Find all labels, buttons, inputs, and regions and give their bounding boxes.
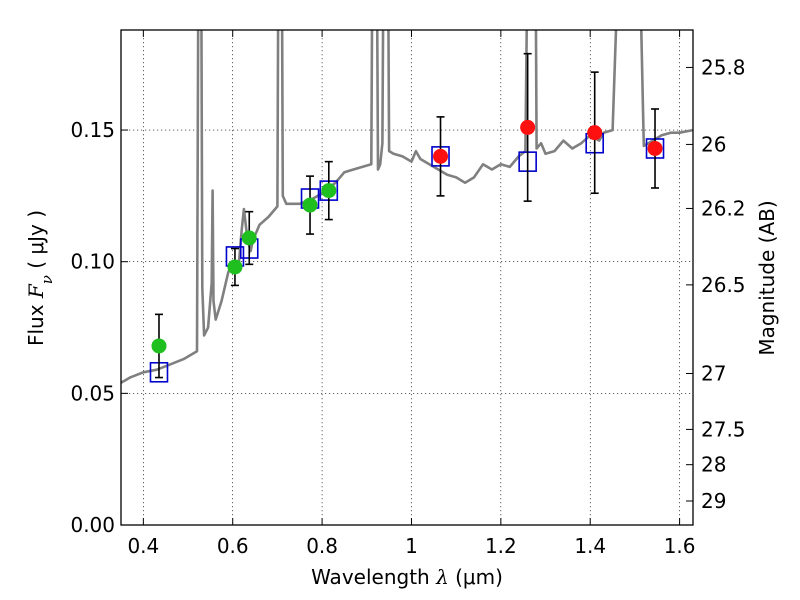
y2-tick-label: 29 [701,489,726,513]
photometry-point [587,125,603,141]
axis-ticks: 0.4 0.6 0.8 1 1.2 1.4 1.6 0.00 0.05 0.10 0.15 25.8 2… [70,30,746,558]
y2-tick-label: 27.5 [701,417,746,441]
photometry-point [520,119,536,135]
y2-tick-label: 28 [701,453,726,477]
y-tick-label: 0.10 [70,250,115,274]
data-area [121,30,693,384]
photometry-point [433,148,449,164]
photometry-point [321,183,337,199]
y-tick-label: 0.05 [70,381,115,405]
y-tick-label: 0.00 [70,513,115,537]
photometry-point [227,259,243,275]
photometry-point [151,338,167,354]
y2-tick-label: 26.5 [701,273,746,297]
y2-tick-label: 25.8 [701,55,746,79]
y-tick-label: 0.15 [70,118,115,142]
plot-background [121,30,693,525]
photometry-point [302,197,318,213]
x-tick-label: 1.2 [485,534,517,558]
x-tick-label: 0.8 [306,534,338,558]
y2-tick-label: 26 [701,132,726,156]
photometry-point [647,140,663,156]
x-tick-label: 1.4 [574,534,606,558]
y2-tick-label: 27 [701,361,726,385]
y2-axis-label: Magnitude (AB) [755,200,779,355]
photometry-point [241,230,257,246]
x-tick-label: 0.6 [217,534,249,558]
x-tick-label: 1.6 [664,534,696,558]
spectrum-line [121,30,693,384]
y-axis-label: Flux Fν ( μJy ) [24,210,56,346]
x-axis-label: Wavelength λ (μm) [311,565,503,589]
x-tick-label: 1 [405,534,418,558]
x-tick-label: 0.4 [127,534,159,558]
plot-frame [120,29,694,526]
y2-tick-label: 26.2 [701,196,746,220]
